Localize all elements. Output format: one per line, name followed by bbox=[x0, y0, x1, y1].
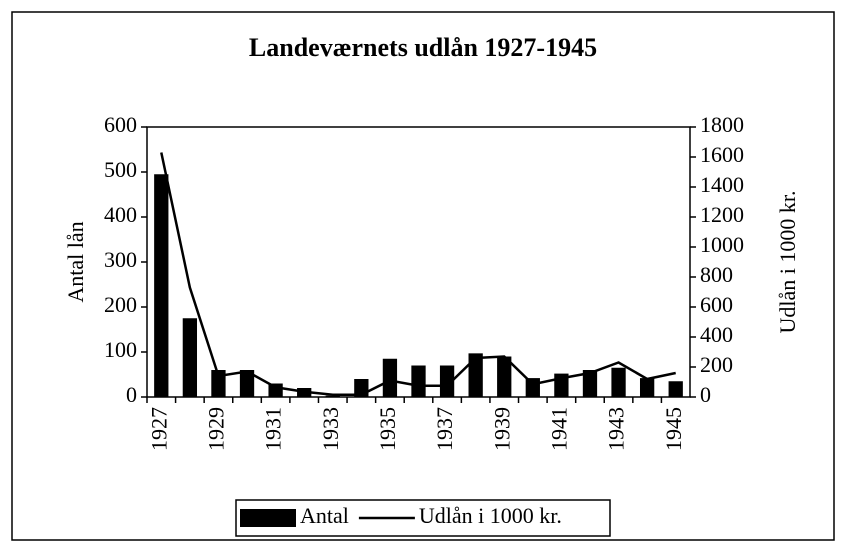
y2-tick-label: 800 bbox=[700, 262, 733, 287]
y2-tick-label: 1800 bbox=[700, 112, 744, 137]
bar bbox=[611, 367, 626, 397]
line bbox=[160, 152, 676, 396]
legend-label: Antal bbox=[300, 503, 349, 528]
y2-axis-title: Udlån i 1000 kr. bbox=[775, 191, 800, 334]
y-tick-label: 100 bbox=[104, 337, 137, 362]
y2-tick-label: 0 bbox=[700, 382, 711, 407]
bar bbox=[382, 358, 398, 397]
y2-tick-label: 400 bbox=[700, 322, 733, 347]
x-tick-label: 1937 bbox=[432, 407, 457, 451]
y2-tick-label: 200 bbox=[700, 352, 733, 377]
y2-tick-label: 1600 bbox=[700, 142, 744, 167]
x-tick-label: 1927 bbox=[146, 407, 171, 451]
y-axis-title: Antal lån bbox=[63, 221, 88, 302]
bar bbox=[439, 365, 455, 397]
y2-tick-label: 600 bbox=[700, 292, 733, 317]
bar bbox=[639, 378, 655, 397]
x-tick-label: 1933 bbox=[318, 407, 343, 451]
y-tick-label: 500 bbox=[104, 157, 137, 182]
x-tick-label: 1929 bbox=[203, 407, 228, 451]
x-tick-label: 1935 bbox=[375, 407, 400, 451]
x-tick-label: 1943 bbox=[604, 407, 629, 451]
bar bbox=[668, 381, 683, 397]
y-tick-label: 600 bbox=[104, 112, 137, 137]
bar bbox=[182, 318, 198, 397]
bar bbox=[211, 370, 226, 397]
y2-tick-label: 1400 bbox=[700, 172, 744, 197]
bar bbox=[468, 353, 483, 397]
y-tick-label: 0 bbox=[126, 382, 137, 407]
x-tick-label: 1939 bbox=[489, 407, 514, 451]
bar bbox=[239, 370, 255, 397]
y-tick-label: 200 bbox=[104, 292, 137, 317]
bar bbox=[582, 370, 598, 397]
legend-swatch bbox=[240, 509, 296, 527]
bar bbox=[497, 356, 512, 397]
bar bbox=[154, 174, 169, 397]
legend-label: Udlån i 1000 kr. bbox=[419, 503, 562, 528]
x-tick-label: 1945 bbox=[661, 407, 686, 451]
y-tick-label: 300 bbox=[104, 247, 137, 272]
chart-title: Landeværnets udlån 1927-1945 bbox=[249, 33, 597, 62]
bar bbox=[411, 365, 426, 397]
y2-tick-label: 1000 bbox=[700, 232, 744, 257]
bar bbox=[325, 395, 340, 397]
legend-box bbox=[235, 499, 611, 537]
x-tick-label: 1941 bbox=[546, 407, 571, 451]
x-tick-label: 1931 bbox=[261, 407, 286, 451]
y2-tick-label: 1200 bbox=[700, 202, 744, 227]
chart-frame bbox=[11, 11, 835, 541]
y-tick-label: 400 bbox=[104, 202, 137, 227]
